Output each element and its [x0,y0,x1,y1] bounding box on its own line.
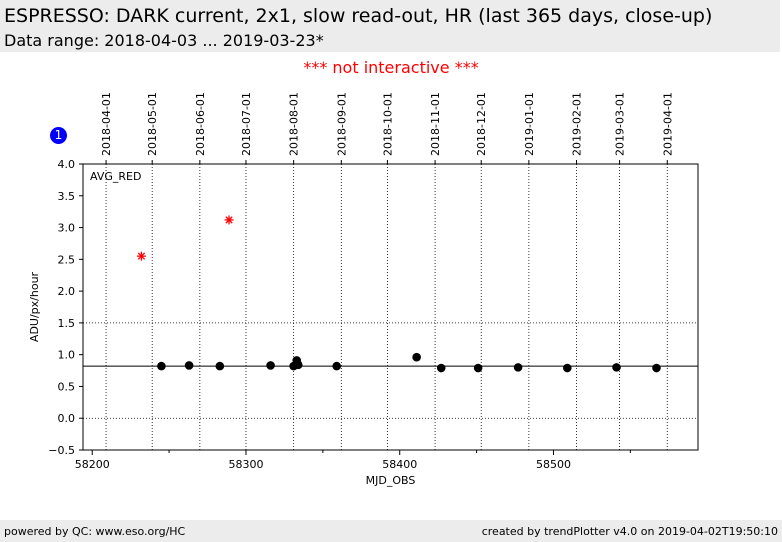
date-tick-label: 2019-02-01 [571,92,584,156]
x-tick-label: 58300 [228,458,263,471]
date-tick-label: 2019-04-01 [661,92,674,156]
data-range-subtitle: Data range: 2018-04-03 ... 2019-03-23* [4,31,324,50]
date-tick-label: 2018-09-01 [335,92,348,156]
not-interactive-notice: *** not interactive *** [303,58,479,77]
x-tick-label: 58200 [75,458,110,471]
y-tick-label: 3.0 [58,222,76,235]
outlier-point [136,251,146,261]
date-tick-label: 2018-05-01 [146,92,159,156]
data-point [513,363,523,372]
data-point [293,360,303,370]
date-tick-label: 2018-12-01 [475,92,488,156]
data-point [412,352,421,362]
y-tick-label: 2.5 [58,253,76,266]
y-tick-label: 0.5 [58,380,76,393]
page-title: ESPRESSO: DARK current, 2x1, slow read-o… [4,5,713,27]
x-tick-label: 58500 [536,458,571,471]
plot-frame [82,163,699,451]
outlier-point [224,215,234,225]
data-point [266,361,275,370]
data-point [612,363,621,372]
date-tick-label: 2018-04-01 [100,92,113,156]
x-tick-label: 58400 [382,458,417,471]
header-bar [0,0,780,52]
data-point [563,363,572,373]
y-tick-label: 2.0 [58,285,76,298]
date-tick-label: 2019-01-01 [523,92,536,156]
data-point [332,361,341,371]
date-tick-label: 2019-03-01 [614,92,627,156]
date-tick-label: 2018-10-01 [381,92,394,156]
date-tick-label: 2018-07-01 [240,92,253,156]
data-point [436,363,446,373]
y-axis-label: ADU/px/hour [28,271,41,342]
footer-powered-by: powered by QC: www.eso.org/HC [4,525,186,538]
y-tick-label: 4.0 [58,158,76,171]
data-point [473,363,483,373]
x-axis-label: MJD_OBS [366,474,416,487]
footer-created-by: created by trendPlotter v4.0 on 2019-04-… [481,525,778,538]
y-tick-label: 3.5 [58,190,76,203]
series-annotation: AVG_RED [90,170,141,183]
info-badge[interactable]: 1 [50,127,67,144]
date-tick-label: 2018-11-01 [429,92,442,156]
data-point [215,361,225,371]
y-tick-label: −0.5 [48,444,75,457]
data-point [157,361,166,371]
data-point [652,363,661,373]
y-tick-label: 1.0 [58,349,76,362]
y-tick-label: 0.0 [58,412,76,425]
date-tick-label: 2018-08-01 [288,92,301,156]
data-point [184,361,194,370]
date-tick-label: 2018-06-01 [194,92,207,156]
footer-bar: powered by QC: www.eso.org/HC created by… [0,520,782,542]
y-tick-label: 1.5 [58,317,76,330]
